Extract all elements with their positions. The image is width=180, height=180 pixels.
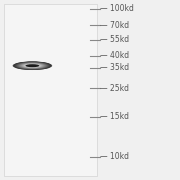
Ellipse shape <box>15 62 50 69</box>
Bar <box>4 4 97 176</box>
Ellipse shape <box>27 64 38 67</box>
Text: — 100kd: — 100kd <box>100 4 134 13</box>
Text: — 25kd: — 25kd <box>100 84 129 93</box>
Ellipse shape <box>26 64 39 67</box>
Ellipse shape <box>28 65 37 67</box>
Ellipse shape <box>23 64 42 68</box>
Ellipse shape <box>17 62 48 69</box>
Ellipse shape <box>22 63 43 68</box>
Ellipse shape <box>25 64 40 67</box>
Ellipse shape <box>26 64 39 67</box>
Ellipse shape <box>27 65 37 67</box>
Ellipse shape <box>16 62 49 69</box>
Text: — 55kd: — 55kd <box>100 35 130 44</box>
Ellipse shape <box>22 64 43 68</box>
Text: — 70kd: — 70kd <box>100 21 130 30</box>
Ellipse shape <box>23 64 42 68</box>
Ellipse shape <box>21 63 44 68</box>
Ellipse shape <box>13 62 52 70</box>
Ellipse shape <box>25 64 40 67</box>
Ellipse shape <box>14 62 51 70</box>
Text: — 10kd: — 10kd <box>100 152 129 161</box>
Ellipse shape <box>24 64 40 68</box>
Ellipse shape <box>19 63 46 69</box>
Ellipse shape <box>19 63 45 69</box>
Text: — 15kd: — 15kd <box>100 112 129 121</box>
Text: — 35kd: — 35kd <box>100 63 130 72</box>
Text: — 40kd: — 40kd <box>100 51 130 60</box>
Ellipse shape <box>16 62 48 69</box>
Ellipse shape <box>17 62 48 69</box>
Ellipse shape <box>13 61 52 70</box>
Ellipse shape <box>18 63 46 69</box>
Ellipse shape <box>18 62 47 69</box>
Ellipse shape <box>21 63 44 68</box>
Ellipse shape <box>24 64 41 68</box>
Ellipse shape <box>26 64 39 67</box>
Ellipse shape <box>15 62 50 69</box>
Ellipse shape <box>14 62 51 70</box>
Ellipse shape <box>20 63 45 68</box>
